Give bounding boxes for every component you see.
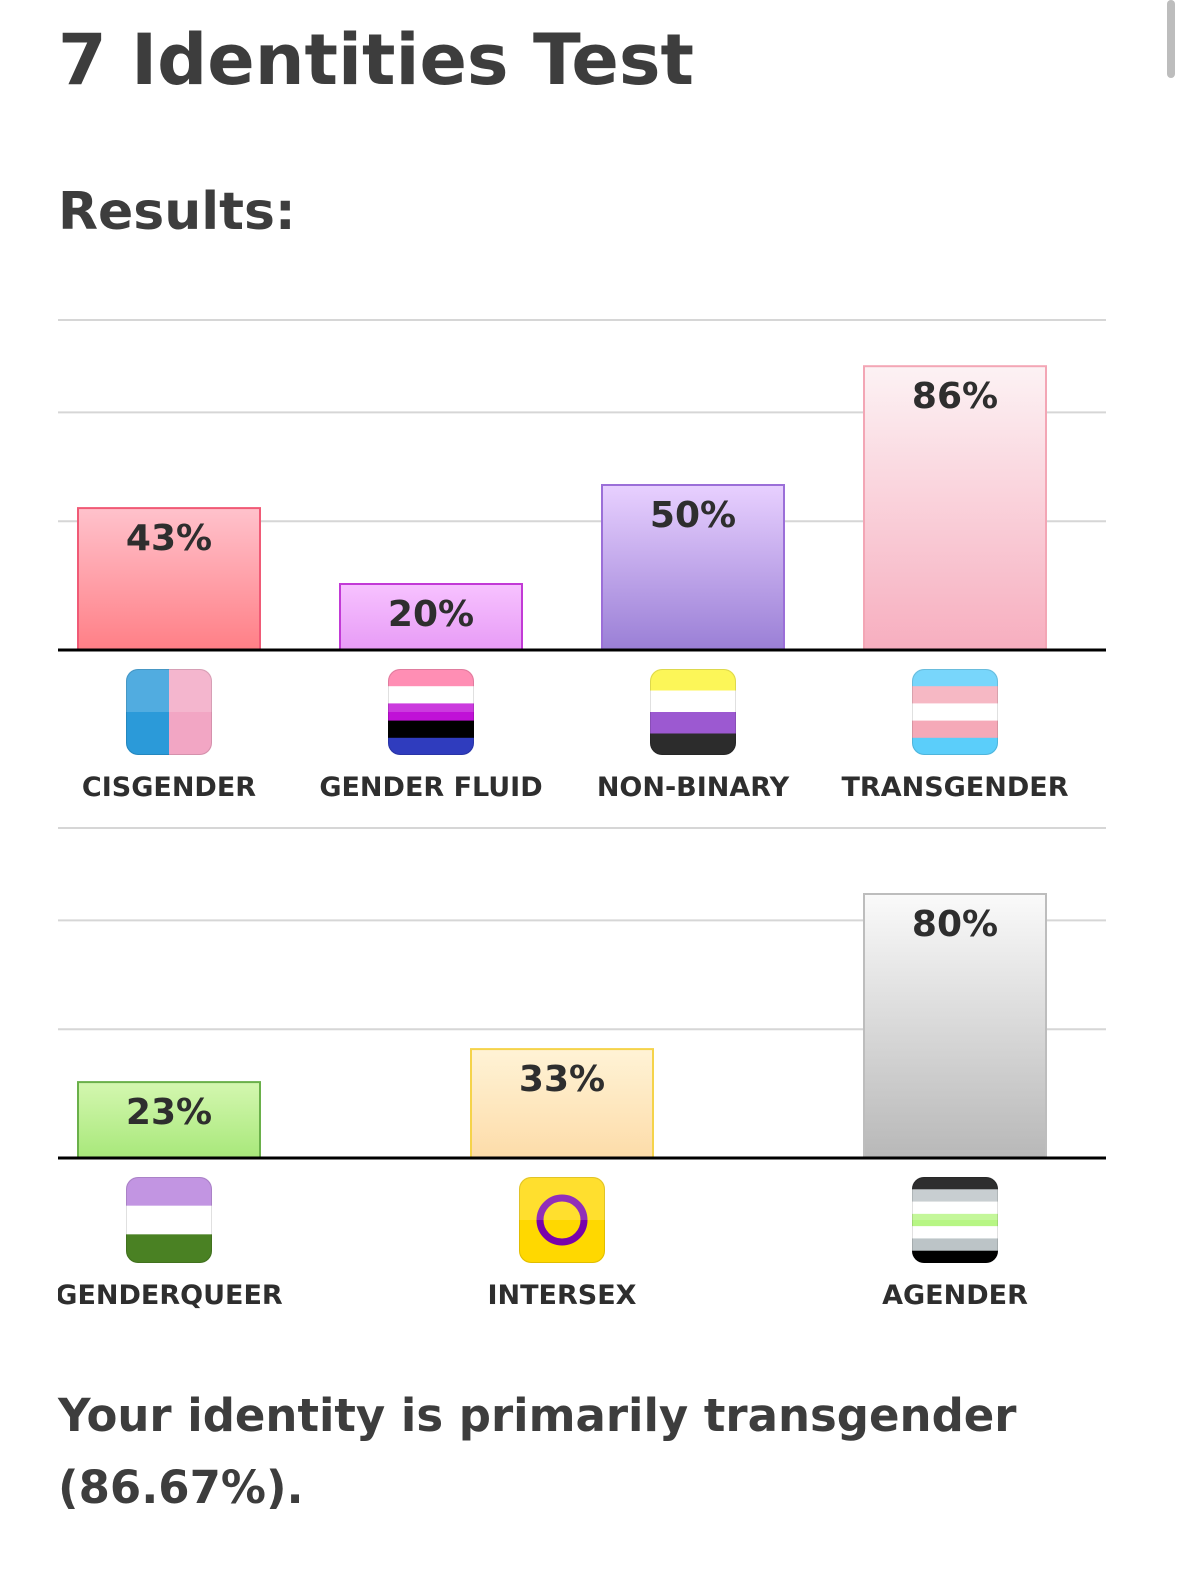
category-label: GENDER FLUID	[319, 772, 542, 803]
bar-transgender	[863, 365, 1047, 651]
page-title: 7 Identities Test	[58, 19, 695, 101]
agender-flag-icon	[912, 1177, 998, 1263]
category-label: AGENDER	[882, 1280, 1028, 1311]
scrollbar[interactable]	[1167, 0, 1175, 78]
bar-value-label: 43%	[126, 518, 212, 559]
result-summary: Your identity is primarily transgender (…	[58, 1389, 1017, 1514]
intersex-flag-icon	[519, 1177, 605, 1263]
genderfluid-flag-icon	[388, 669, 474, 755]
category-label: TRANSGENDER	[842, 772, 1069, 803]
bar-non-binary	[601, 484, 785, 651]
category-label: NON-BINARY	[597, 772, 790, 803]
bar-value-label: 33%	[519, 1059, 605, 1100]
cisgender-flag-icon	[126, 669, 212, 755]
bar-intersex	[470, 1048, 654, 1160]
bar-genderqueer	[77, 1081, 261, 1160]
category-label: INTERSEX	[487, 1280, 636, 1311]
identity-chart-2: 23% GENDERQUEER 33% INTERSEX 80% AGENDER	[58, 808, 1106, 1328]
bar-gender-fluid	[339, 583, 523, 651]
identity-chart-2-svg: 23% GENDERQUEER 33% INTERSEX 80% AGENDER	[58, 827, 1106, 1311]
genderqueer-flag-icon	[126, 1177, 212, 1263]
bar-value-label: 86%	[912, 376, 998, 417]
identity-chart-1: 43% CISGENDER 20% GENDER FLUID 50% NON-BINARY…	[58, 300, 1106, 820]
bar-value-label: 80%	[912, 904, 998, 945]
bar-agender	[863, 893, 1047, 1159]
transgender-flag-icon	[912, 669, 998, 755]
results-heading: Results:	[58, 182, 296, 242]
category-label: GENDERQUEER	[58, 1280, 283, 1311]
identity-chart-1-svg: 43% CISGENDER 20% GENDER FLUID 50% NON-BINARY…	[58, 319, 1106, 803]
bar-value-label: 20%	[388, 594, 474, 635]
category-label: CISGENDER	[82, 772, 256, 803]
bar-value-label: 23%	[126, 1092, 212, 1133]
nonbinary-flag-icon	[650, 669, 736, 755]
bar-cisgender	[77, 507, 261, 651]
bar-value-label: 50%	[650, 495, 736, 536]
